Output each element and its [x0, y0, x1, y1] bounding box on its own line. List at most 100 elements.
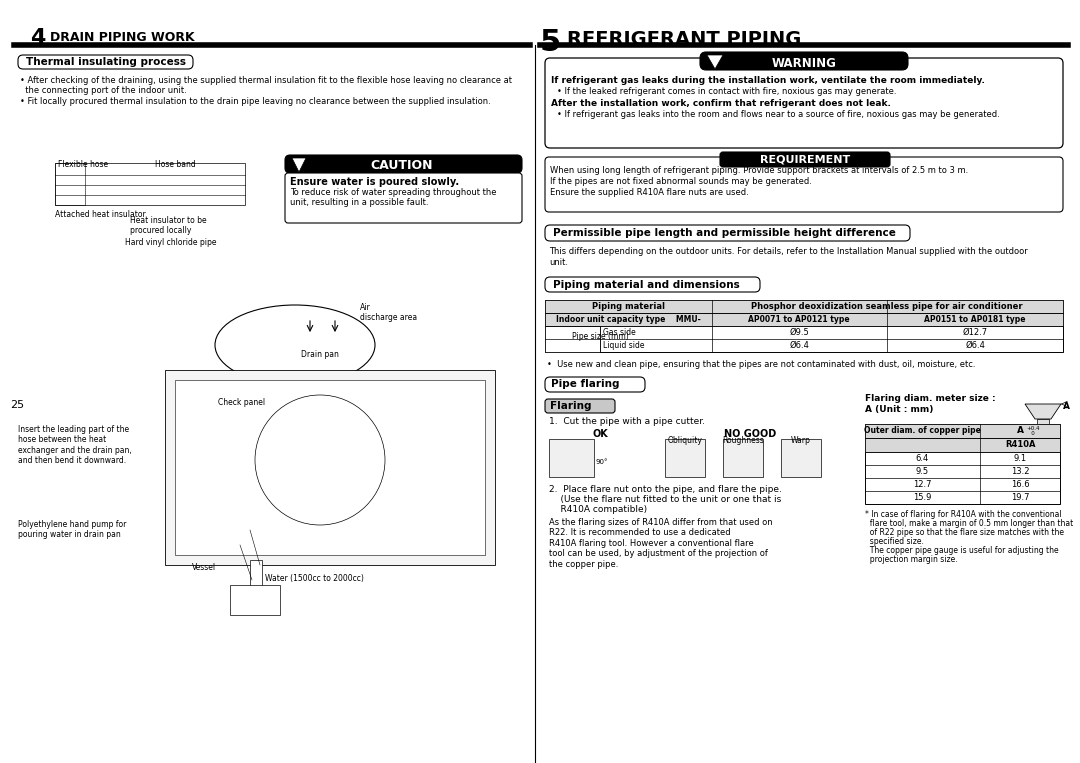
- Text: 0: 0: [1026, 431, 1035, 436]
- Bar: [545, 326, 600, 352]
- Text: • If the leaked refrigerant comes in contact with fire, noxious gas may generate: • If the leaked refrigerant comes in con…: [557, 87, 896, 96]
- Polygon shape: [292, 158, 306, 172]
- Bar: [175, 380, 485, 555]
- Text: DRAIN PIPING WORK: DRAIN PIPING WORK: [50, 31, 194, 44]
- Bar: [165, 370, 495, 565]
- Text: Thermal insulating process: Thermal insulating process: [26, 57, 186, 67]
- FancyBboxPatch shape: [285, 155, 522, 173]
- Text: Roughness: Roughness: [723, 436, 764, 445]
- Bar: [865, 424, 1059, 504]
- Text: If refrigerant gas leaks during the installation work, ventilate the room immedi: If refrigerant gas leaks during the inst…: [551, 76, 985, 85]
- Text: !: !: [716, 57, 719, 66]
- Text: •  Use new and clean pipe, ensuring that the pipes are not contaminated with dus: • Use new and clean pipe, ensuring that …: [546, 360, 975, 369]
- Text: R410A: R410A: [1004, 440, 1036, 449]
- Text: • After checking of the draining, using the supplied thermal insulation fit to t: • After checking of the draining, using …: [21, 76, 512, 95]
- Bar: [230, 585, 280, 615]
- Text: REQUIREMENT: REQUIREMENT: [760, 154, 850, 164]
- Text: Piping material and dimensions: Piping material and dimensions: [553, 280, 740, 290]
- Text: (Use the flare nut fitted to the unit or one that is: (Use the flare nut fitted to the unit or…: [549, 495, 781, 504]
- Polygon shape: [1025, 404, 1061, 419]
- Text: REFRIGERANT PIPING: REFRIGERANT PIPING: [567, 30, 801, 49]
- Text: Permissible pipe length and permissible height difference: Permissible pipe length and permissible …: [553, 228, 896, 238]
- Text: The copper pipe gauge is useful for adjusting the: The copper pipe gauge is useful for adju…: [865, 546, 1058, 555]
- FancyBboxPatch shape: [545, 58, 1063, 148]
- Text: Attached heat insulator: Attached heat insulator: [55, 210, 146, 219]
- Text: As the flaring sizes of R410A differ from that used on
R22. It is recommended to: As the flaring sizes of R410A differ fro…: [549, 518, 772, 568]
- Text: Piping material: Piping material: [592, 302, 664, 311]
- Text: A: A: [1063, 402, 1070, 411]
- Text: projection margin size.: projection margin size.: [865, 555, 958, 564]
- Bar: [545, 313, 1063, 326]
- Text: Flaring: Flaring: [550, 401, 592, 411]
- Text: WARNING: WARNING: [771, 57, 836, 70]
- Text: * In case of flaring for R410A with the conventional: * In case of flaring for R410A with the …: [865, 510, 1062, 519]
- Text: 5: 5: [540, 28, 562, 57]
- Text: of R22 pipe so that the flare size matches with the: of R22 pipe so that the flare size match…: [865, 528, 1064, 537]
- Circle shape: [255, 395, 384, 525]
- Bar: [723, 439, 762, 477]
- Text: 13.2: 13.2: [1011, 467, 1029, 476]
- Text: OK: OK: [592, 429, 608, 439]
- Text: 9.1: 9.1: [1013, 454, 1027, 463]
- Text: Check panel: Check panel: [218, 398, 265, 407]
- Text: 9.5: 9.5: [916, 467, 929, 476]
- Text: Liquid side: Liquid side: [603, 341, 645, 350]
- Text: 12.7: 12.7: [913, 480, 931, 489]
- Bar: [865, 424, 1059, 438]
- Text: unit.: unit.: [549, 258, 568, 267]
- Text: Hose band: Hose band: [156, 160, 195, 169]
- Bar: [545, 300, 1063, 313]
- Text: 19.7: 19.7: [1011, 493, 1029, 502]
- Text: NO GOOD: NO GOOD: [724, 429, 777, 439]
- Text: Ø9.5: Ø9.5: [789, 328, 809, 337]
- Text: 90°: 90°: [595, 459, 607, 465]
- Text: specified size.: specified size.: [865, 537, 923, 546]
- Text: Heat insulator to be
procured locally: Heat insulator to be procured locally: [130, 216, 206, 236]
- Bar: [781, 439, 821, 477]
- Text: Indoor unit capacity type    MMU-: Indoor unit capacity type MMU-: [555, 315, 700, 324]
- Bar: [55, 163, 245, 205]
- Text: Insert the leading part of the
hose between the heat
exchanger and the drain pan: Insert the leading part of the hose betw…: [18, 425, 132, 465]
- Text: Pipe flaring: Pipe flaring: [551, 379, 620, 389]
- Text: Ensure the supplied R410A flare nuts are used.: Ensure the supplied R410A flare nuts are…: [550, 188, 748, 197]
- Text: Vessel: Vessel: [192, 563, 216, 572]
- Text: Polyethylene hand pump for
pouring water in drain pan: Polyethylene hand pump for pouring water…: [18, 520, 126, 539]
- Text: +0.4: +0.4: [1026, 426, 1039, 431]
- Bar: [55, 163, 85, 205]
- Text: R410A compatible): R410A compatible): [549, 505, 647, 514]
- Text: Hard vinyl chloride pipe: Hard vinyl chloride pipe: [125, 238, 216, 247]
- Text: Phosphor deoxidization seamless pipe for air conditioner: Phosphor deoxidization seamless pipe for…: [752, 302, 1023, 311]
- Text: Outer diam. of copper pipe: Outer diam. of copper pipe: [864, 426, 981, 435]
- Text: Gas side: Gas side: [603, 328, 636, 337]
- Text: Water (1500cc to 2000cc): Water (1500cc to 2000cc): [265, 574, 364, 583]
- Bar: [549, 439, 594, 477]
- Text: To reduce risk of water spreading throughout the
unit, resulting in a possible f: To reduce risk of water spreading throug…: [291, 188, 497, 208]
- Text: Ensure water is poured slowly.: Ensure water is poured slowly.: [291, 177, 459, 187]
- Text: flare tool, make a margin of 0.5 mm longer than that: flare tool, make a margin of 0.5 mm long…: [865, 519, 1074, 528]
- FancyBboxPatch shape: [285, 173, 522, 223]
- Text: 15.9: 15.9: [913, 493, 931, 502]
- Text: 4: 4: [30, 28, 45, 48]
- Text: !: !: [301, 160, 305, 169]
- Text: Warp: Warp: [791, 436, 811, 445]
- Text: 6.4: 6.4: [916, 454, 929, 463]
- Bar: [665, 439, 705, 477]
- Text: Ø6.4: Ø6.4: [966, 341, 985, 350]
- Text: Ø6.4: Ø6.4: [789, 341, 809, 350]
- FancyBboxPatch shape: [545, 277, 760, 292]
- Polygon shape: [707, 55, 723, 69]
- Text: Air
discharge area: Air discharge area: [360, 303, 417, 323]
- Text: AP0071 to AP0121 type: AP0071 to AP0121 type: [748, 315, 850, 324]
- FancyBboxPatch shape: [545, 399, 615, 413]
- FancyBboxPatch shape: [545, 157, 1063, 212]
- Bar: [249, 560, 262, 600]
- Text: CAUTION: CAUTION: [370, 159, 433, 172]
- FancyBboxPatch shape: [700, 52, 908, 70]
- Text: After the installation work, confirm that refrigerant does not leak.: After the installation work, confirm tha…: [551, 99, 891, 108]
- Text: A: A: [1016, 426, 1024, 435]
- Ellipse shape: [215, 305, 375, 385]
- Bar: [865, 438, 1059, 452]
- Text: • Fit locally procured thermal insulation to the drain pipe leaving no clearance: • Fit locally procured thermal insulatio…: [21, 97, 490, 106]
- Text: AP0151 to AP0181 type: AP0151 to AP0181 type: [924, 315, 1026, 324]
- Text: 16.6: 16.6: [1011, 480, 1029, 489]
